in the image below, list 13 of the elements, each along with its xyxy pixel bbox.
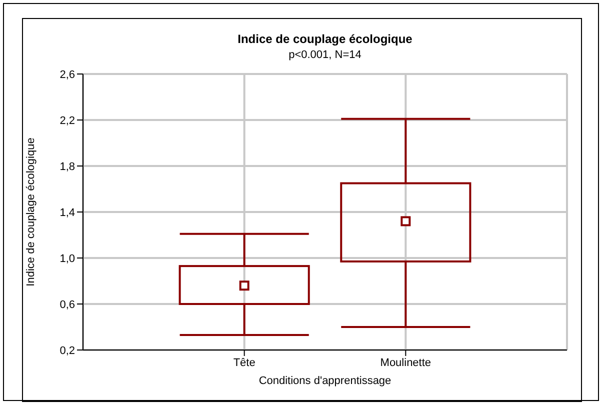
y-tick-label: 2,2 xyxy=(60,114,75,127)
x-tick-label: Tête xyxy=(233,356,256,369)
x-axis-title: Conditions d'apprentissage xyxy=(258,375,392,387)
y-tick-label: 1,8 xyxy=(60,160,75,173)
y-tick-label: 0,2 xyxy=(60,344,75,357)
chart-subtitle: p<0.001, N=14 xyxy=(288,49,362,61)
chart-title: Indice de couplage écologique xyxy=(236,32,414,46)
y-axis-title: Indice de couplage écologique xyxy=(24,138,37,286)
y-tick-label: 0,6 xyxy=(60,298,75,311)
y-tick-label: 1,0 xyxy=(60,252,75,265)
y-tick-label: 2,6 xyxy=(60,68,75,81)
y-tick-label: 1,4 xyxy=(60,206,75,219)
x-tick-label: Moulinette xyxy=(380,356,432,369)
